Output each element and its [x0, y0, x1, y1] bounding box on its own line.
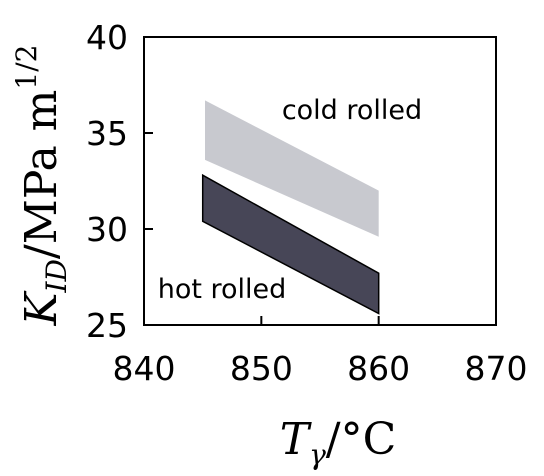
y-tick-label-35: 35	[86, 114, 128, 153]
y-tick-label-25: 25	[86, 306, 128, 345]
plot-frame	[143, 36, 497, 326]
label-hot-rolled: hot rolled	[158, 274, 287, 305]
x-tick-label-840: 840	[113, 349, 176, 388]
y-axis-title: KID/MPa m1/2	[10, 45, 73, 327]
x-tick-label-850: 850	[230, 349, 293, 388]
label-cold-rolled: cold rolled	[282, 95, 422, 126]
data-bands	[201, 100, 380, 315]
x-tick-label-860: 860	[347, 349, 410, 388]
band-labels: cold rolled hot rolled	[158, 95, 422, 305]
band-hot-rolled	[201, 173, 380, 315]
band-cold-rolled	[205, 100, 379, 237]
y-tick-label-30: 30	[86, 210, 128, 249]
x-axis-title: Tγ/°C	[280, 414, 397, 471]
axis-ticks: 840 850 860 870 25 30 35 40	[86, 18, 528, 388]
x-tick-label-870: 870	[465, 349, 528, 388]
y-tick-label-40: 40	[86, 18, 128, 57]
